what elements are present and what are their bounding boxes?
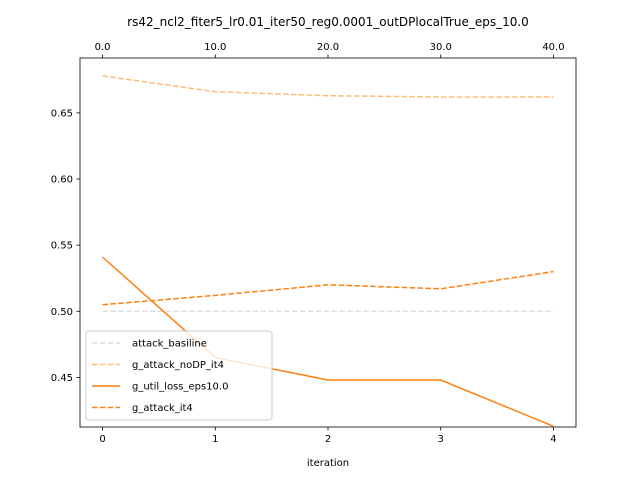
y-tick-label: 0.50 — [51, 307, 73, 318]
legend: attack_basiline g_attack_noDP_it4 g_util_l… — [85, 330, 273, 421]
series-line-3 — [102, 270, 554, 306]
legend-label: g_attack_noDP_it4 — [132, 360, 224, 371]
legend-box — [85, 330, 273, 421]
x-tick-label: 2 — [325, 434, 331, 445]
legend-label: g_attack_it4 — [132, 403, 193, 414]
y-axis: 0.45 0.50 0.55 0.60 0.65 — [51, 108, 80, 384]
y-tick-label: 0.55 — [51, 241, 73, 252]
legend-label: attack_basiline — [132, 339, 207, 350]
top-x-tick-label: 40.0 — [542, 42, 564, 53]
top-x-tick-label: 20.0 — [317, 42, 339, 53]
series-layer — [102, 75, 554, 427]
x-tick-label: 4 — [550, 434, 556, 445]
top-x-tick-label: 0.0 — [95, 42, 111, 53]
x-axis-bottom: 0 1 2 3 4 — [99, 427, 557, 445]
top-x-tick-label: 10.0 — [204, 42, 226, 53]
x-axis-top: 0.0 10.0 20.0 30.0 40.0 — [95, 42, 565, 58]
y-tick-label: 0.65 — [51, 108, 73, 119]
x-tick-label: 1 — [212, 434, 218, 445]
series-line-2 — [102, 256, 554, 427]
series-line-1 — [102, 75, 554, 98]
x-tick-label: 3 — [438, 434, 444, 445]
legend-label: g_util_loss_eps10.0 — [132, 382, 228, 393]
y-tick-label: 0.60 — [51, 175, 73, 186]
x-axis-label: iteration — [307, 458, 349, 469]
chart-title: rs42_ncl2_fiter5_lr0.01_iter50_reg0.0001… — [127, 15, 529, 29]
y-tick-label: 0.45 — [51, 373, 73, 384]
x-tick-label: 0 — [99, 434, 105, 445]
top-x-tick-label: 30.0 — [430, 42, 452, 53]
